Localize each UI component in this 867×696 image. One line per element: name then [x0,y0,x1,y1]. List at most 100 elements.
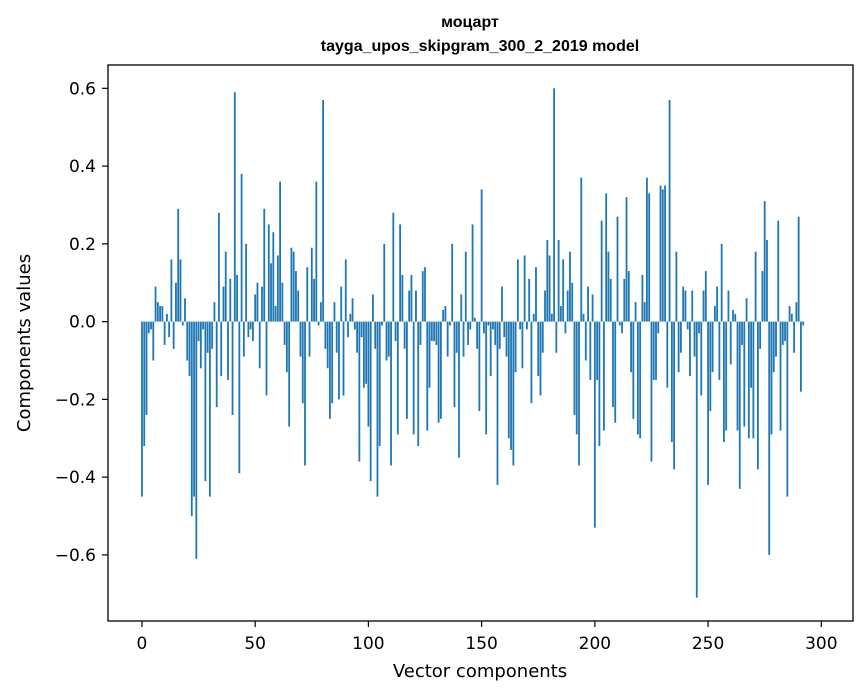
bar-17 [179,259,182,322]
bar-217 [632,321,635,419]
bar-226 [652,321,655,380]
bar-75 [310,247,313,322]
bar-237 [677,321,680,373]
bar-98 [362,321,365,388]
bar-74 [308,321,311,357]
bar-158 [498,321,501,349]
bar-36 [222,286,225,322]
bar-136 [449,321,451,326]
bar-137 [451,243,454,322]
bar-132 [439,321,442,419]
bar-55 [265,321,268,396]
bar-161 [505,321,508,357]
bar-164 [512,321,515,466]
bar-22 [190,321,193,517]
bar-12 [168,321,171,338]
bar-283 [781,321,784,345]
bar-235 [673,321,676,470]
bar-187 [564,321,567,334]
bar-157 [496,321,499,485]
bar-269 [750,321,752,388]
bar-10 [163,321,166,345]
bar-264 [738,321,741,489]
bar-43 [238,321,241,474]
bar-94 [353,321,356,330]
bar-118 [408,290,411,322]
bar-232 [666,321,669,388]
bar-64 [285,321,288,373]
bar-29 [206,321,209,353]
bar-70 [299,321,302,357]
bar-89 [342,321,345,396]
bar-51 [256,282,259,322]
bar-106 [381,321,383,326]
bar-180 [548,255,551,322]
bar-247 [700,321,703,396]
bar-59 [274,306,277,322]
bar-125 [424,267,426,322]
bar-53 [261,286,263,322]
bar-46 [245,243,248,322]
bar-163 [510,321,512,450]
bar-212 [621,321,623,334]
bar-63 [283,321,286,345]
bar-227 [655,321,657,380]
bar-167 [519,321,522,330]
bar-7 [156,302,159,322]
bar-50 [254,294,257,322]
bar-96 [358,321,361,462]
bar-209 [614,321,617,423]
bar-218 [634,302,637,322]
bar-165 [514,321,517,373]
bar-44 [240,173,243,322]
bar-261 [732,309,734,322]
bar-224 [648,193,651,322]
bar-151 [482,321,485,334]
bar-208 [612,321,614,408]
bar-121 [415,290,417,322]
bar-244 [693,321,696,357]
x-tick-label: 200 [579,634,611,654]
bar-109 [387,321,390,357]
bar-145 [469,321,472,330]
chart-title-line-1: моцарт [441,14,499,31]
bar-5 [152,321,155,361]
bar-129 [433,321,435,342]
bar-220 [639,321,642,439]
bar-9 [161,306,164,322]
bar-11 [165,313,168,322]
bar-263 [736,321,739,431]
bar-62 [281,282,284,322]
bar-248 [702,290,705,322]
bar-216 [630,321,632,373]
bar-0 [141,321,143,497]
bar-192 [575,321,578,435]
bar-222 [643,302,646,322]
bar-52 [258,321,261,369]
bar-126 [426,321,429,431]
x-axis-ticks: 0 50 100 150 200 250 300 [137,621,838,654]
bar-285 [786,321,789,497]
bar-71 [301,321,304,404]
bar-223 [646,177,648,322]
bar-152 [485,321,488,435]
bar-series [141,88,805,598]
bar-1 [143,321,146,447]
bar-150 [480,189,483,322]
bar-42 [236,274,238,322]
bar-243 [691,290,694,322]
bar-130 [435,321,438,345]
bar-257 [723,321,725,443]
bar-155 [492,321,494,330]
bar-146 [471,224,474,322]
bar-115 [401,274,404,322]
bar-102 [372,294,374,322]
bar-87 [338,321,340,400]
bar-57 [270,263,272,322]
y-tick-label: 0.0 [69,313,96,333]
bar-14 [172,321,175,349]
bar-69 [297,290,300,322]
bar-176 [539,321,542,396]
bar-107 [383,243,386,322]
bar-190 [571,282,574,322]
